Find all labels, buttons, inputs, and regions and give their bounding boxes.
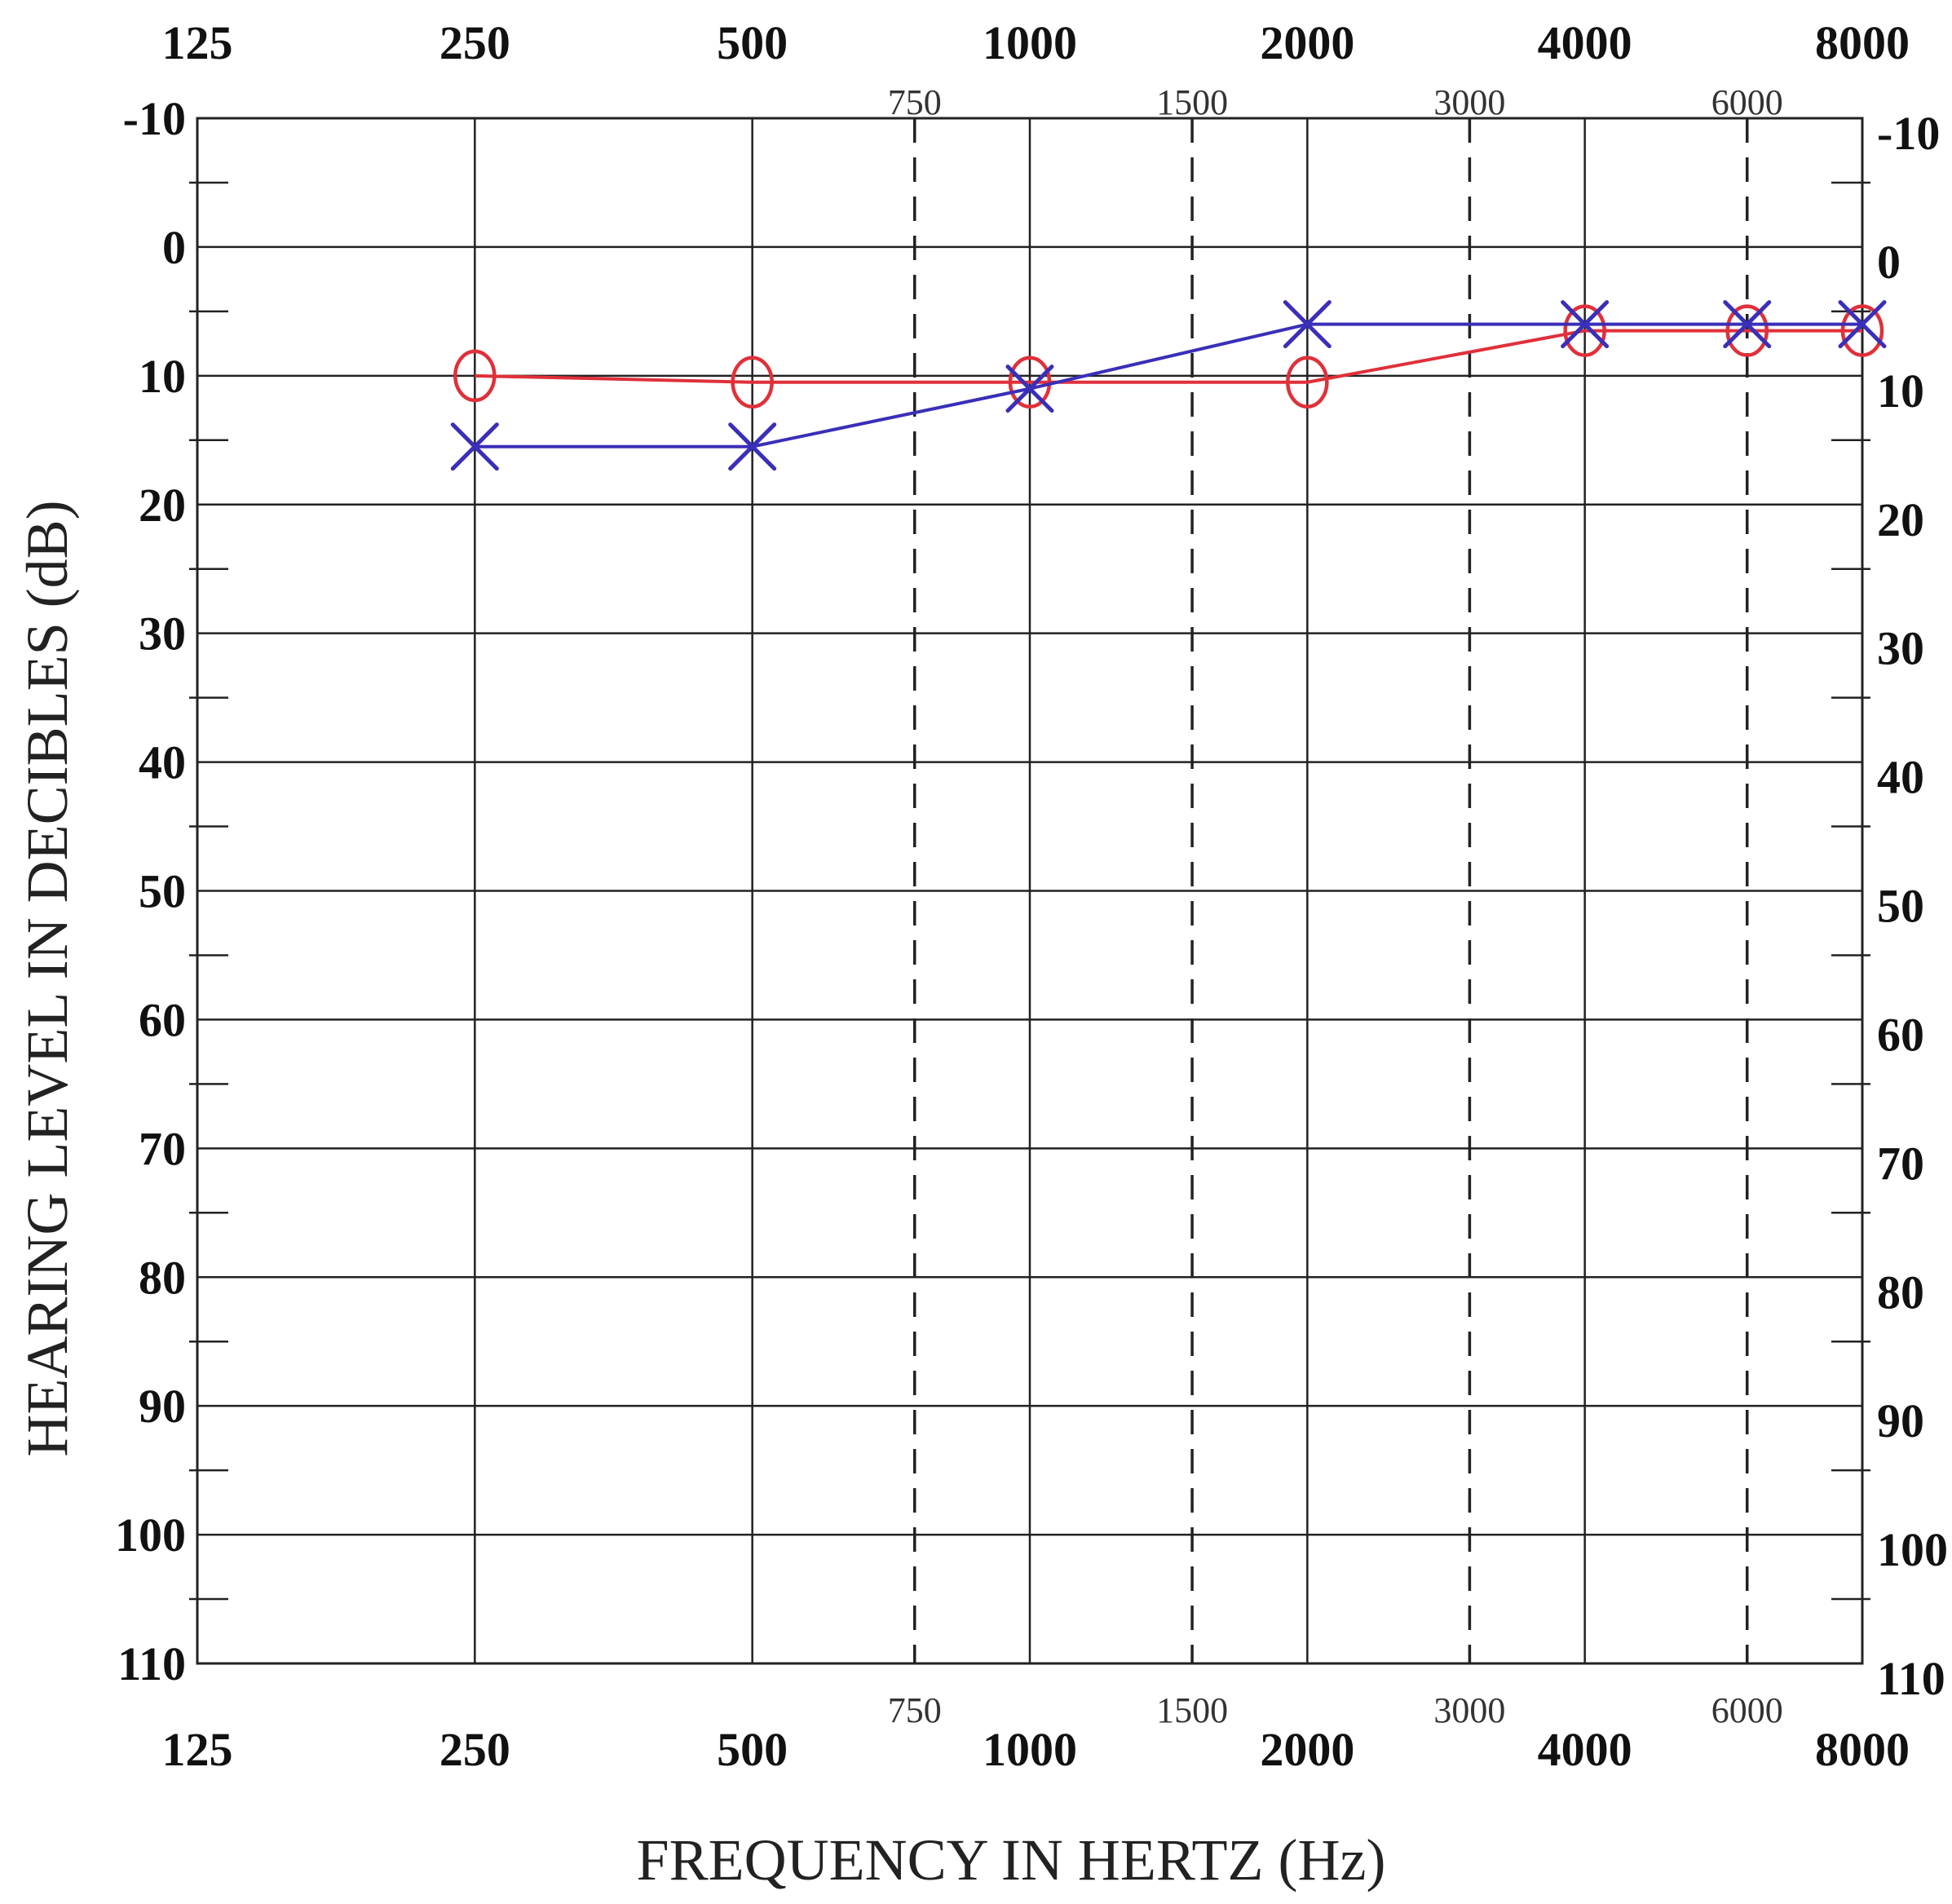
data-point-o xyxy=(1008,356,1052,409)
x-minor-tick-label-top: 750 xyxy=(888,82,942,122)
x-minor-tick-label-bottom: 1500 xyxy=(1156,1690,1228,1730)
data-point-o xyxy=(1725,304,1769,357)
data-point-x xyxy=(1838,300,1887,349)
data-point-x-stroke xyxy=(1723,300,1772,349)
data-series xyxy=(450,300,1887,471)
y-tick-label-right: 20 xyxy=(1877,493,1924,546)
x-tick-label-bottom: 250 xyxy=(439,1723,510,1776)
y-tick-label-right: 30 xyxy=(1877,622,1924,675)
x-tick-label-top: 125 xyxy=(162,16,233,69)
x-tick-label-bottom: 500 xyxy=(717,1723,788,1776)
y-tick-label-right: 60 xyxy=(1877,1008,1924,1061)
x-minor-tick-label-bottom: 750 xyxy=(888,1690,942,1730)
y-axis-title: HEARING LEVEL IN DECIBLES (dB) xyxy=(15,500,80,1456)
y-tick-label-left: 80 xyxy=(139,1251,186,1304)
data-point-x-stroke xyxy=(1838,300,1887,349)
y-tick-label-right: 100 xyxy=(1877,1523,1948,1576)
data-point-x xyxy=(1723,300,1772,349)
y-tick-label-right: 110 xyxy=(1877,1652,1945,1705)
y-tick-label-left: 90 xyxy=(139,1380,186,1433)
tick-labels: 1251252502505005001000100020002000400040… xyxy=(115,16,1948,1776)
y-tick-label-right: 90 xyxy=(1877,1394,1924,1447)
y-tick-label-right: 40 xyxy=(1877,751,1924,804)
data-point-x xyxy=(450,422,499,471)
data-point-x-stroke xyxy=(1283,300,1332,349)
data-point-o xyxy=(731,356,774,409)
data-point-o xyxy=(453,349,497,403)
x-minor-tick-label-top: 6000 xyxy=(1711,82,1783,122)
x-tick-label-top: 500 xyxy=(717,16,788,69)
data-point-x-stroke xyxy=(1561,300,1610,349)
x-tick-label-bottom: 4000 xyxy=(1538,1723,1632,1776)
y-tick-label-right: 80 xyxy=(1877,1266,1924,1319)
x-minor-tick-label-bottom: 6000 xyxy=(1711,1690,1783,1730)
x-tick-label-bottom: 8000 xyxy=(1815,1723,1910,1776)
y-tick-label-left: 110 xyxy=(117,1637,186,1690)
x-tick-label-bottom: 125 xyxy=(162,1723,233,1776)
x-tick-label-top: 250 xyxy=(439,16,510,69)
grid xyxy=(189,117,1870,1665)
y-tick-label-right: 10 xyxy=(1877,364,1924,417)
x-tick-label-top: 8000 xyxy=(1815,16,1910,69)
x-tick-label-top: 4000 xyxy=(1538,16,1632,69)
x-tick-label-top: 2000 xyxy=(1260,16,1354,69)
y-tick-label-right: 70 xyxy=(1877,1137,1924,1190)
y-tick-label-left: 70 xyxy=(139,1122,186,1175)
y-tick-label-left: 0 xyxy=(162,221,186,274)
x-minor-tick-label-top: 1500 xyxy=(1156,82,1228,122)
data-point-o xyxy=(1563,304,1606,357)
y-tick-label-left: 20 xyxy=(139,479,186,532)
data-point-x xyxy=(1005,364,1054,413)
y-tick-label-left: 60 xyxy=(139,993,186,1046)
y-tick-label-left: 100 xyxy=(115,1509,186,1562)
x-minor-tick-label-bottom: 3000 xyxy=(1433,1690,1505,1730)
data-point-x-stroke xyxy=(1005,364,1054,413)
y-tick-label-left: 30 xyxy=(139,607,186,660)
y-tick-label-left: -10 xyxy=(123,92,186,145)
data-point-x xyxy=(728,422,777,471)
series-line-o xyxy=(475,329,1862,384)
x-axis-title: FREQUENCY IN HERTZ (Hz) xyxy=(637,1827,1386,1893)
y-tick-label-right: -10 xyxy=(1877,107,1940,160)
data-point-x xyxy=(1283,300,1332,349)
y-tick-label-right: 50 xyxy=(1877,880,1924,933)
data-point-x xyxy=(1561,300,1610,349)
data-point-x-stroke xyxy=(728,422,777,471)
y-tick-label-left: 50 xyxy=(139,865,186,918)
data-point-x-stroke xyxy=(450,422,499,471)
y-tick-label-right: 0 xyxy=(1877,236,1901,289)
x-tick-label-bottom: 1000 xyxy=(983,1723,1077,1776)
x-tick-label-top: 1000 xyxy=(983,16,1077,69)
series-line-x xyxy=(475,322,1862,448)
x-minor-tick-label-top: 3000 xyxy=(1433,82,1505,122)
y-tick-label-left: 10 xyxy=(139,350,186,403)
x-tick-label-bottom: 2000 xyxy=(1260,1723,1354,1776)
y-tick-label-left: 40 xyxy=(139,736,186,789)
data-point-o xyxy=(1286,356,1329,409)
data-point-o xyxy=(1840,304,1884,357)
